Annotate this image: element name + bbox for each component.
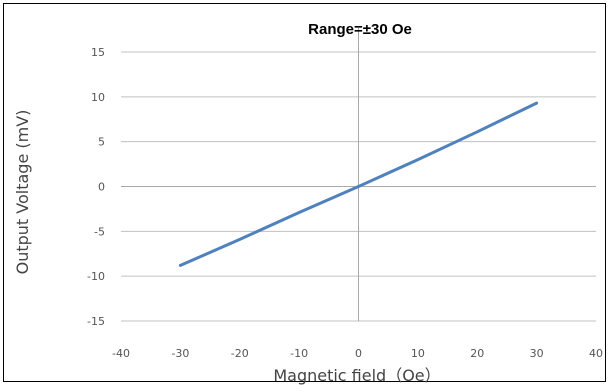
x-tick-label: 10 bbox=[411, 347, 425, 360]
x-tick-label: 0 bbox=[355, 347, 362, 360]
chart-title: Range=±30 Oe bbox=[308, 21, 412, 38]
x-tick-labels: -40 -30 -20 -10 0 10 20 30 40 bbox=[112, 347, 603, 360]
y-tick-labels: 15 10 5 0 -5 -10 -15 bbox=[87, 46, 105, 328]
x-tick-label: -30 bbox=[171, 347, 189, 360]
y-tick-label: -10 bbox=[87, 270, 105, 283]
series-layer bbox=[178, 101, 539, 267]
y-tick-label: 10 bbox=[91, 91, 105, 104]
y-tick-label: 0 bbox=[98, 181, 105, 194]
chart-frame bbox=[3, 3, 606, 382]
y-tick-label: 5 bbox=[98, 136, 105, 149]
y-tick-label: -5 bbox=[94, 225, 105, 238]
series-line-0 bbox=[178, 101, 539, 267]
x-tick-label: 20 bbox=[470, 347, 484, 360]
y-tick-label: 15 bbox=[91, 46, 105, 59]
y-axis-label: Output Voltage (mV) bbox=[13, 110, 32, 275]
y-tick-label: -15 bbox=[87, 315, 105, 328]
x-tick-label: -20 bbox=[231, 347, 249, 360]
zero-axes bbox=[121, 28, 596, 321]
x-tick-label: -40 bbox=[112, 347, 130, 360]
x-tick-label: 30 bbox=[530, 347, 544, 360]
x-tick-label: -10 bbox=[290, 347, 308, 360]
x-tick-label: 40 bbox=[589, 347, 603, 360]
x-axis-label: Magnetic field（Oe） bbox=[273, 366, 440, 385]
